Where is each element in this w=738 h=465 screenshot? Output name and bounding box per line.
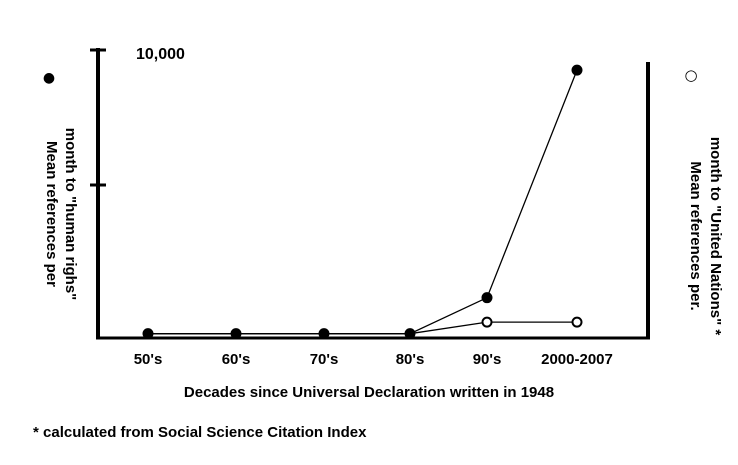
x-tick-label: 50's — [134, 351, 163, 368]
x-axis-title: Decades since Universal Declaration writ… — [183, 384, 555, 401]
legend-right-marker: ○ — [684, 66, 697, 84]
x-tick-label: 60's — [222, 351, 251, 368]
data-point-filled — [571, 64, 583, 76]
y-axis-right-label: Mean references per. month to "United Na… — [687, 137, 724, 336]
y-axis-right-label-line2: month to "United Nations" * — [707, 137, 724, 336]
x-tick-label: 2000-2007 — [541, 351, 613, 368]
series-line — [148, 69, 578, 335]
series-line — [148, 321, 577, 335]
legend-left-marker: ● — [43, 70, 55, 86]
y-axis-left-label-line1: Mean references per — [43, 141, 60, 287]
y-axis-left-label-line2: month to "human righs" — [62, 128, 79, 301]
x-tick-labels: 50's 60's 70's 80's 90's 2000-2007 — [134, 351, 613, 368]
data-point-filled — [142, 328, 154, 340]
data-point-filled — [481, 292, 493, 304]
series-layer — [142, 64, 583, 340]
y-axis-left-label: Mean references per month to "human righ… — [43, 128, 79, 301]
data-point-filled — [230, 328, 242, 340]
data-point-filled — [318, 328, 330, 340]
data-point-filled — [404, 328, 416, 340]
data-point-open — [481, 316, 493, 328]
x-tick-label: 90's — [473, 351, 502, 368]
x-tick-label: 80's — [396, 351, 425, 368]
y-axis-right-label-line1: Mean references per. — [687, 161, 704, 310]
footnote: * calculated from Social Science Citatio… — [33, 424, 367, 441]
y-tick-label-max: 10,000 — [136, 46, 185, 63]
x-tick-label: 70's — [310, 351, 339, 368]
data-point-open — [571, 316, 583, 328]
